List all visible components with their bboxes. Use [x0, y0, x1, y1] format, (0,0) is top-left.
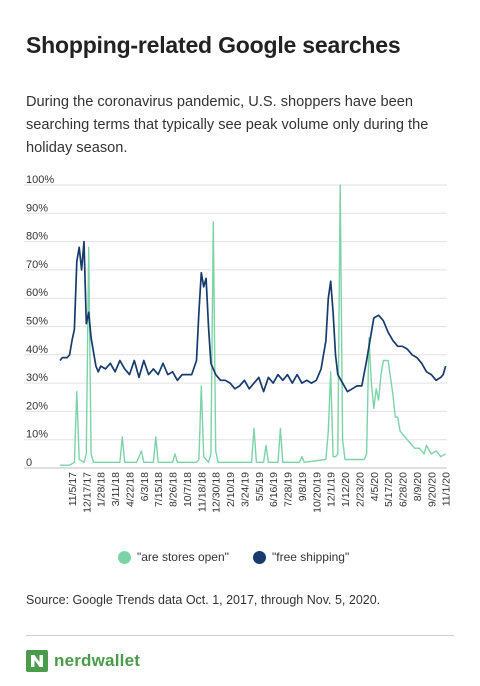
x-tick-label: 11/1/20: [441, 472, 453, 506]
chart-legend: "are stores open" "free shipping": [0, 550, 480, 570]
y-tick-label: 90%: [26, 202, 48, 214]
x-tick-label: 11/5/17: [67, 472, 79, 506]
y-tick-label: 50%: [26, 316, 48, 328]
y-tick-label: 20%: [26, 400, 48, 412]
series-line-are-stores-open: [60, 184, 446, 466]
y-tick-label: 80%: [26, 231, 48, 243]
y-axis-tick-labels: 0 10% 20% 30% 40% 50% 60% 70% 80% 90% 100%: [26, 174, 54, 469]
source-note: Source: Google Trends data Oct. 1, 2017,…: [26, 593, 381, 607]
x-tick-label: 2/10/19: [225, 472, 237, 507]
x-tick-label: 1/12/20: [340, 472, 352, 507]
x-tick-label: 5/17/20: [383, 472, 395, 507]
y-tick-label: 40%: [26, 344, 48, 356]
legend-label-free-shipping: "free shipping": [272, 550, 350, 564]
x-tick-label: 4/22/18: [124, 472, 136, 507]
nerdwallet-n-logo-icon: [26, 650, 48, 672]
x-tick-label: 9/8/19: [297, 472, 309, 501]
chart-title: Shopping-related Google searches: [26, 32, 401, 58]
chart-subtitle: During the coronavirus pandemic, U.S. sh…: [26, 94, 429, 156]
x-tick-label: 11/18/18: [196, 472, 208, 512]
x-tick-label: 4/5/20: [369, 472, 381, 501]
y-tick-label: 30%: [26, 372, 48, 384]
x-tick-label: 6/28/20: [398, 472, 410, 507]
brand-logo: nerdwallet: [26, 650, 140, 672]
y-tick-label: 10%: [26, 429, 48, 441]
y-tick-label: 60%: [26, 287, 48, 299]
y-tick-label: 70%: [26, 259, 48, 271]
x-tick-label: 12/17/17: [81, 472, 93, 513]
x-tick-label: 6/3/18: [139, 472, 151, 501]
footer-divider: [26, 635, 454, 636]
x-tick-label: 5/5/19: [254, 472, 266, 501]
x-axis-tick-labels: 11/5/17 12/17/17 1/28/18 3/11/18 4/22/18 6/3/…: [67, 472, 453, 513]
x-tick-label: 3/11/18: [110, 472, 122, 506]
x-tick-label: 10/7/18: [182, 472, 194, 507]
legend-swatch-are-stores-open: [118, 550, 131, 564]
x-tick-label: 3/24/19: [239, 472, 251, 507]
series-lines: [59, 184, 447, 466]
x-tick-label: 1/28/18: [96, 472, 108, 507]
x-tick-label: 8/26/18: [168, 472, 180, 507]
legend-label-are-stores-open: "are stores open": [137, 550, 229, 564]
brand-name: nerdwallet: [54, 651, 141, 670]
x-tick-label: 10/20/19: [311, 472, 323, 513]
legend-swatch-free-shipping: [253, 550, 266, 564]
x-tick-label: 7/28/19: [283, 472, 295, 507]
y-tick-label: 100%: [26, 174, 54, 186]
x-tick-label: 2/23/20: [354, 472, 366, 507]
line-chart: 0 10% 20% 30% 40% 50% 60% 70% 80% 90% 100% 11/5/17…: [24, 174, 453, 513]
series-line-free-shipping: [59, 240, 447, 393]
gridlines: [24, 184, 447, 469]
x-tick-label: 7/15/18: [153, 472, 165, 507]
legend-item-are-stores-open: "are stores open": [118, 550, 229, 564]
x-tick-label: 8/9/20: [412, 472, 424, 501]
x-tick-label: 12/1/19: [326, 472, 338, 507]
x-tick-label: 9/20/20: [426, 472, 438, 507]
y-tick-label: 0: [26, 457, 32, 469]
legend-item-free-shipping: "free shipping": [253, 550, 349, 564]
x-tick-label: 12/30/18: [211, 472, 223, 513]
x-tick-label: 6/16/19: [268, 472, 280, 507]
